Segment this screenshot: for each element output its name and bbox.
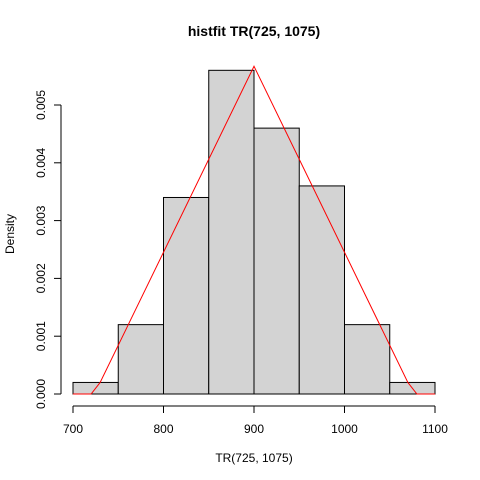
x-axis-label: TR(725, 1075): [215, 451, 292, 465]
y-tick-label: 0.004: [34, 147, 48, 177]
x-tick-label: 900: [244, 422, 264, 436]
histogram-bar-3: [163, 196, 210, 395]
histogram-bar-5: [253, 127, 300, 395]
y-tick-label: 0.003: [34, 205, 48, 235]
x-tick-label: 800: [153, 422, 173, 436]
histogram-bar-2: [117, 324, 164, 395]
fit-curve-group: [73, 65, 435, 395]
fit-curve-line: [73, 65, 435, 395]
y-tick-label: 0.002: [34, 263, 48, 293]
y-tick-label: 0.000: [34, 379, 48, 409]
histogram-bar-4: [208, 69, 255, 395]
y-tick-label: 0.005: [34, 90, 48, 120]
histogram-bar-7: [344, 324, 391, 395]
chart-title: histfit TR(725, 1075): [188, 23, 320, 39]
x-tick-label: 1000: [331, 422, 358, 436]
y-axis: 0.000 0.001 0.002 0.003 0.004 0.005: [34, 90, 62, 409]
y-tick-label: 0.001: [34, 321, 48, 351]
x-tick-label: 700: [63, 422, 83, 436]
histogram-bar-6: [298, 185, 345, 395]
histogram-bars: [72, 69, 436, 395]
x-axis: 700 800 900 1000 1100: [63, 405, 448, 436]
y-axis-label: Density: [3, 214, 17, 254]
x-tick-label: 1100: [422, 422, 448, 436]
